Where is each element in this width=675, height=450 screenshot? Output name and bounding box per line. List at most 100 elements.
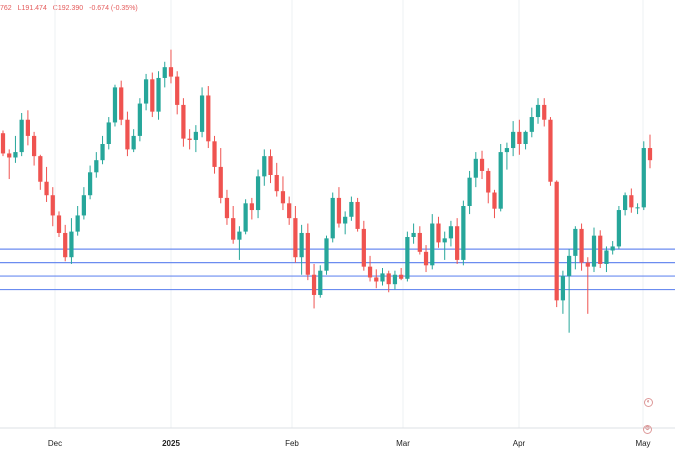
- candle: [504, 142, 510, 170]
- candle-body: [262, 156, 267, 177]
- candle: [280, 176, 286, 211]
- candle-body: [137, 103, 142, 136]
- candle-body: [535, 104, 541, 118]
- candle-body: [150, 79, 155, 112]
- candle-body: [380, 273, 385, 282]
- candle: [349, 196, 354, 221]
- candle: [436, 216, 441, 248]
- candle-body: [641, 148, 646, 208]
- candle-body: [647, 148, 653, 161]
- candle: [293, 206, 298, 263]
- candle: [473, 152, 478, 188]
- candle-body: [7, 153, 12, 158]
- candle-body: [585, 262, 590, 267]
- candle-body: [386, 273, 391, 285]
- compare-icon[interactable]: ◐: [644, 398, 653, 407]
- candle: [168, 49, 174, 84]
- candle: [231, 206, 236, 244]
- candle-body: [231, 218, 236, 240]
- candle: [405, 231, 410, 282]
- candle-body: [542, 104, 547, 120]
- candle: [187, 129, 192, 150]
- candle-body: [224, 197, 230, 219]
- candle: [311, 263, 317, 309]
- candle: [542, 98, 547, 127]
- candle-body: [567, 255, 572, 277]
- candle: [523, 130, 528, 150]
- candle-body: [69, 231, 74, 258]
- candle-body: [193, 131, 198, 140]
- candle: [498, 144, 503, 212]
- candle: [399, 268, 404, 281]
- candle: [13, 135, 18, 163]
- candle-body: [0, 133, 6, 154]
- candle: [38, 154, 43, 190]
- candle-body: [405, 237, 410, 279]
- candle-body: [517, 131, 522, 144]
- x-tick-label: Dec: [48, 439, 62, 448]
- candle-body: [324, 238, 329, 271]
- candle: [511, 121, 516, 157]
- candle: [616, 206, 622, 250]
- candle-body: [355, 201, 360, 229]
- candle-body: [579, 228, 584, 263]
- candle-body: [81, 195, 86, 216]
- candle-body: [598, 235, 603, 264]
- candle-body: [430, 223, 435, 266]
- candle: [367, 255, 373, 282]
- candle: [442, 231, 447, 260]
- candle-body: [511, 131, 516, 149]
- candle-body: [19, 119, 24, 153]
- candle: [137, 98, 142, 142]
- candle-body: [305, 232, 310, 275]
- candle: [218, 148, 223, 204]
- candle-body: [112, 87, 118, 123]
- candle: [175, 71, 180, 115]
- candle: [455, 218, 460, 264]
- candle: [380, 268, 385, 286]
- candle-body: [218, 166, 223, 198]
- candle-body: [529, 117, 534, 132]
- candle: [224, 189, 230, 225]
- candle-body: [473, 158, 478, 178]
- candle: [125, 111, 130, 157]
- candle: [355, 197, 360, 232]
- candle-body: [423, 251, 429, 266]
- candle: [143, 73, 149, 111]
- candle: [56, 211, 62, 237]
- readout-close: C192.390: [52, 5, 84, 12]
- candle-body: [100, 144, 105, 161]
- candle-body: [44, 181, 49, 196]
- candle-body: [436, 223, 441, 243]
- candle: [417, 226, 422, 255]
- candle-body: [548, 119, 553, 182]
- candle: [7, 149, 12, 180]
- candle: [75, 206, 80, 236]
- candle: [535, 98, 541, 124]
- candle: [647, 134, 653, 169]
- candle-body: [610, 246, 615, 251]
- x-tick-label: May: [635, 439, 650, 448]
- candle-body: [25, 119, 30, 136]
- candle: [25, 110, 30, 146]
- x-tick-label: Feb: [285, 439, 299, 448]
- candle: [330, 192, 335, 243]
- candle-body: [486, 170, 491, 193]
- candle-body: [492, 192, 497, 209]
- settings-icon[interactable]: ⚙: [643, 425, 652, 434]
- candle-body: [417, 232, 422, 252]
- candle-body: [268, 156, 273, 175]
- candle-body: [623, 195, 628, 211]
- candle: [411, 223, 416, 244]
- candle: [554, 180, 559, 308]
- candle-body: [206, 95, 211, 142]
- candle: [262, 149, 267, 186]
- candle: [392, 270, 398, 290]
- candle-body: [554, 181, 559, 301]
- candle: [567, 249, 572, 333]
- candle-body: [455, 226, 460, 260]
- candle-body: [411, 232, 416, 237]
- candle: [598, 230, 603, 268]
